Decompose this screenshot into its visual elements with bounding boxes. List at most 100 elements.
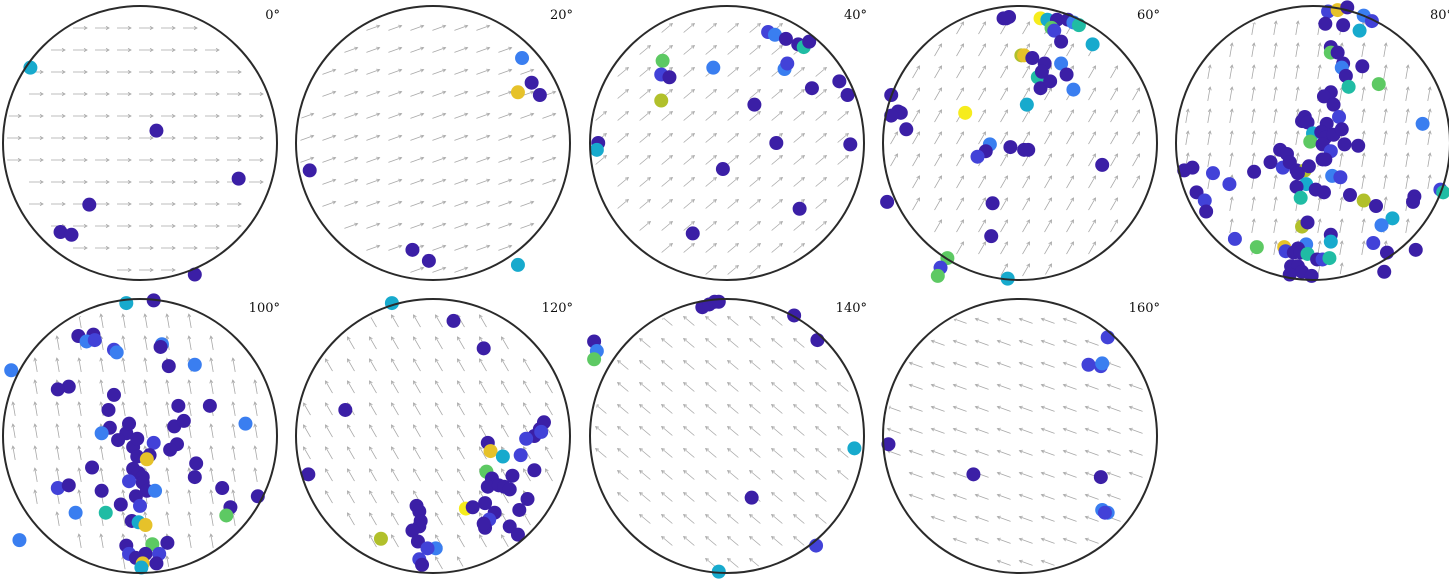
flow-arrowhead (930, 427, 935, 432)
flow-arrow (435, 380, 443, 394)
flow-arrowhead (1361, 108, 1366, 113)
data-point (202, 398, 217, 413)
data-point (1408, 242, 1423, 257)
flow-arrow (1383, 109, 1387, 123)
flow-arrowhead (457, 358, 461, 363)
data-point (519, 431, 534, 446)
flow-arrowhead (756, 66, 762, 71)
flow-arrowhead (39, 70, 44, 74)
flow-arrow (454, 113, 468, 119)
flow-arrowhead (952, 361, 957, 366)
flow-arrowhead (712, 44, 718, 49)
flow-arrow (366, 201, 380, 207)
flow-arrow (366, 47, 380, 53)
flow-arrow (1107, 494, 1121, 500)
flow-arrow (997, 340, 1011, 346)
flow-arrowhead (99, 401, 104, 406)
flow-arrow (815, 89, 827, 99)
flow-arrow (727, 111, 739, 121)
data-point (101, 402, 116, 417)
flow-arrow (975, 406, 989, 412)
flow-arrowhead (756, 22, 762, 27)
flow-arrowhead (908, 449, 913, 454)
flow-arrowhead (376, 112, 381, 117)
flow-arrow (837, 426, 849, 436)
flow-arrow (144, 314, 148, 328)
flow-arrowhead (982, 241, 986, 246)
flow-arrowhead (442, 24, 447, 29)
data-point (847, 441, 862, 456)
flow-arrow (1022, 65, 1030, 79)
flow-arrowhead (1136, 109, 1140, 114)
flow-arrowhead (486, 178, 491, 183)
flow-arrow (815, 67, 827, 77)
flow-arrowhead (55, 379, 60, 384)
flow-arrowhead (99, 445, 104, 450)
flow-arrow (1019, 406, 1033, 412)
flow-arrowhead (668, 242, 674, 247)
flow-arrow (978, 87, 986, 101)
flow-arrowhead (369, 402, 373, 407)
flow-arrowhead (836, 469, 842, 474)
flow-arrow (683, 199, 695, 209)
flow-arrowhead (1026, 219, 1030, 224)
flow-arrowhead (792, 381, 798, 386)
flow-arrowhead (1128, 383, 1133, 388)
data-point (930, 268, 945, 283)
flow-arrowhead (960, 21, 964, 26)
flow-arrow (1022, 175, 1030, 189)
data-point (1301, 159, 1316, 174)
flow-arrow (909, 428, 923, 434)
flow-arrow (232, 380, 236, 394)
flow-arrow (931, 362, 945, 368)
flow-arrow (325, 358, 333, 372)
flow-arrow (1107, 428, 1121, 434)
flow-arrowhead (369, 512, 373, 517)
flow-arrowhead (996, 515, 1001, 520)
flow-arrowhead (996, 383, 1001, 388)
flow-arrowhead (660, 337, 666, 342)
flow-arrow (34, 468, 38, 482)
flow-arrowhead (996, 339, 1001, 344)
flow-arrowhead (193, 202, 198, 206)
flow-arrowhead (1207, 86, 1212, 91)
flow-arrowhead (660, 491, 666, 496)
flow-arrow (1063, 516, 1077, 522)
flow-arrow (1251, 197, 1255, 211)
flow-arrowhead (376, 178, 381, 183)
flow-arrow (727, 558, 739, 568)
flow-arrow (1085, 494, 1099, 500)
flow-arrowhead (354, 90, 359, 95)
flow-arrowhead (660, 359, 666, 364)
flow-arrow (325, 380, 333, 394)
flow-arrowhead (1251, 86, 1256, 91)
flow-arrow (435, 512, 443, 526)
flow-arrow (1251, 21, 1255, 35)
flow-arrow (122, 512, 126, 526)
data-point (984, 229, 999, 244)
flow-arrowhead (457, 424, 461, 429)
flow-arrowhead (552, 134, 557, 139)
data-point (802, 34, 817, 49)
flow-arrow (727, 426, 739, 436)
flow-arrow (1066, 131, 1074, 145)
flow-arrowhead (303, 446, 307, 451)
flow-arrowhead (398, 178, 403, 183)
flow-arrow (617, 426, 629, 436)
flow-arrowhead (952, 405, 957, 410)
flow-arrowhead (712, 264, 718, 269)
flow-arrow (410, 179, 424, 185)
flow-arrowhead (638, 425, 644, 430)
flow-arrowhead (17, 158, 22, 162)
flow-arrowhead (1018, 383, 1023, 388)
flow-arrow (1110, 197, 1118, 211)
flow-arrowhead (237, 224, 242, 228)
flow-arrowhead (33, 401, 38, 406)
flow-arrow (545, 468, 553, 482)
flow-arrowhead (369, 336, 373, 341)
flow-arrowhead (960, 197, 964, 202)
data-points (589, 25, 858, 241)
stereonet-boundary (1175, 5, 1449, 281)
flow-arrowhead (464, 266, 469, 271)
flow-arrowhead (1405, 86, 1410, 91)
